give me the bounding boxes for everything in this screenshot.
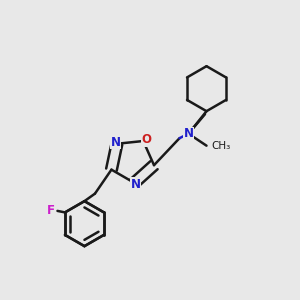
Text: CH₃: CH₃ [211,141,230,151]
Text: N: N [184,127,194,140]
Text: O: O [141,133,151,146]
Text: N: N [131,178,141,191]
Text: N: N [110,136,120,149]
Text: F: F [47,204,55,218]
